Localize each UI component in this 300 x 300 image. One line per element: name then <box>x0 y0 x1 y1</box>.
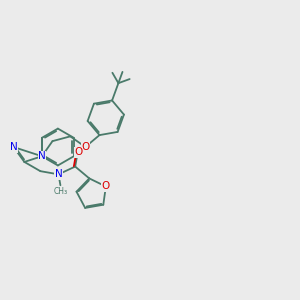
Text: O: O <box>102 182 110 191</box>
Text: O: O <box>81 142 89 152</box>
Text: O: O <box>75 147 83 158</box>
Text: N: N <box>38 151 46 161</box>
Text: N: N <box>55 169 62 179</box>
Text: N: N <box>10 142 17 152</box>
Text: CH₃: CH₃ <box>53 187 68 196</box>
